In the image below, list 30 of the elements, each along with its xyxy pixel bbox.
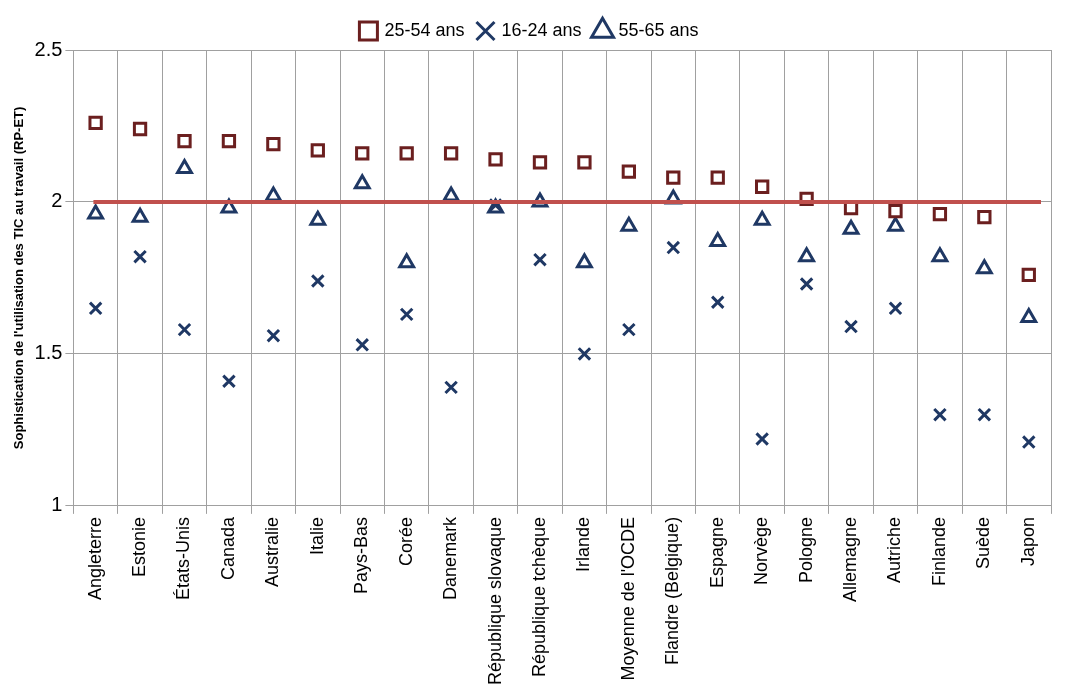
x-tick-label: Pologne [795,516,816,583]
y-tick-label: 1 [51,493,63,516]
x-tick-label: Irlande [573,516,594,572]
x-tick-label: Finlande [928,516,949,586]
x-tick-label: Flandre (Belgique) [662,516,683,665]
x-tick-label: États-Unis [173,516,194,600]
y-axis-title: Sophistication de l'utilisation des TIC au travail (RP-ET) [11,106,27,450]
y-tick-label: 2.5 [34,37,63,60]
x-tick-label: Allemagne [840,516,861,602]
legend-label: 25-54 ans [384,19,465,40]
x-tick-label: Angleterre [84,516,105,600]
y-tick-label: 2 [51,189,63,212]
legend-label: 16-24 ans [501,19,582,40]
x-tick-label: Australie [262,516,283,587]
x-tick-label: Danemark [440,515,461,600]
x-tick-label: Suède [973,516,994,569]
x-tick-label: Autriche [884,516,905,583]
x-tick-label: Espagne [706,516,727,588]
y-tick-label: 1.5 [34,341,63,364]
x-tick-label: Estonie [129,516,150,577]
x-tick-label: Norvège [751,516,772,585]
x-tick-label: Italie [306,516,327,555]
x-tick-label: Corée [395,516,416,566]
x-tick-label: Moyenne de l'OCDE [617,516,638,681]
legend-label: 55-65 ans [618,19,699,40]
x-tick-label: Canada [217,515,238,580]
x-tick-label: République tchèque [528,516,549,678]
x-tick-label: République slovaque [484,516,505,686]
x-tick-label: Japon [1017,516,1038,566]
x-tick-label: Pays-Bas [351,516,372,594]
